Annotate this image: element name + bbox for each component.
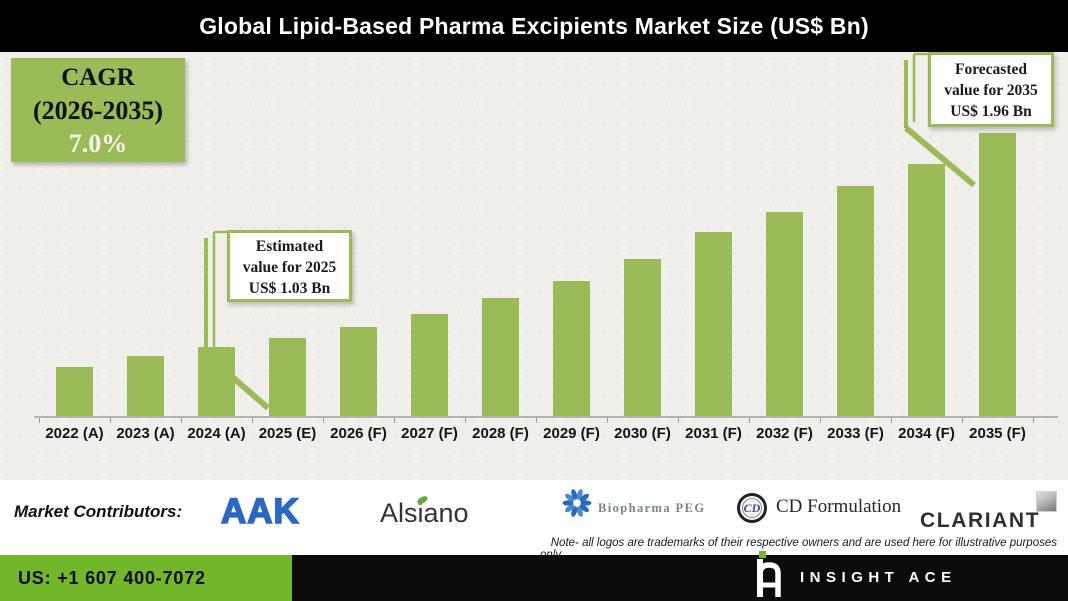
cagr-value: 7.0%: [68, 129, 128, 158]
bar-2027 (F): [411, 314, 448, 416]
bar-2032 (F): [766, 212, 803, 416]
bar-2028 (F): [482, 298, 519, 416]
x-axis-tick: [820, 418, 821, 423]
x-axis-tick: [252, 418, 253, 423]
x-axis-line: [34, 416, 1058, 418]
cagr-label: CAGR: [61, 64, 135, 91]
x-axis-tick: [323, 418, 324, 423]
x-axis-label-2023 (A): 2023 (A): [116, 425, 175, 442]
bar-2029 (F): [553, 281, 590, 416]
bar-2034 (F): [908, 164, 945, 416]
cagr-badge: CAGR (2026-2035) 7.0%: [11, 58, 185, 162]
x-axis-label-2026 (F): 2026 (F): [330, 425, 387, 442]
x-axis-tick: [39, 418, 40, 423]
x-axis-tick: [394, 418, 395, 423]
x-axis-label-2025 (E): 2025 (E): [258, 425, 317, 442]
x-axis-label-2027 (F): 2027 (F): [401, 425, 458, 442]
x-axis-label-2029 (F): 2029 (F): [543, 425, 600, 442]
x-axis-tick: [181, 418, 182, 423]
estimated-value-callout: Estimated value for 2025 US$ 1.03 Bn: [227, 230, 352, 302]
x-axis-tick: [1033, 418, 1034, 423]
cd-formulation-emblem-icon: CD: [737, 493, 767, 523]
bar-2033 (F): [837, 186, 874, 416]
forecasted-callout-leader-line: [904, 52, 976, 188]
market-contributors-band: Market Contributors: AAK Alsiano: [0, 480, 1068, 561]
cd-formulation-logo: CD Formulation: [776, 496, 902, 517]
forecasted-callout-line2: value for 2035: [944, 82, 1038, 99]
x-axis-tick: [110, 418, 111, 423]
x-axis-label-2022 (A): 2022 (A): [45, 425, 104, 442]
x-axis-label-2034 (F): 2034 (F): [898, 425, 955, 442]
x-axis-label-2035 (F): 2035 (F): [969, 425, 1026, 442]
x-axis-tick: [962, 418, 963, 423]
bar-2022 (A): [56, 367, 93, 416]
x-axis-label-2028 (F): 2028 (F): [472, 425, 529, 442]
x-axis-tick: [678, 418, 679, 423]
x-axis-tick: [536, 418, 537, 423]
page-title: Global Lipid-Based Pharma Excipients Mar…: [199, 13, 869, 39]
aak-logo: AAK: [220, 491, 300, 532]
estimated-callout-line1: Estimated: [255, 238, 324, 255]
alsiano-logo: Alsiano: [380, 498, 469, 528]
footer-phone-panel: US: +1 607 400-7072: [0, 555, 292, 601]
x-axis-label-2033 (F): 2033 (F): [827, 425, 884, 442]
forecasted-value-callout: Forecasted value for 2035 US$ 1.96 Bn: [928, 52, 1054, 127]
x-axis-tick: [607, 418, 608, 423]
bar-2030 (F): [624, 259, 661, 416]
bars-layer: [0, 52, 1068, 416]
forecasted-callout-line3: US$ 1.96 Bn: [950, 103, 1032, 120]
forecasted-callout-line1: Forecasted: [954, 61, 1028, 78]
title-bar: Global Lipid-Based Pharma Excipients Mar…: [0, 0, 1068, 52]
brand-name: INSIGHT ACE ANALYTIC: [800, 569, 957, 586]
bar-2026 (F): [340, 327, 377, 416]
x-axis-label-2024 (A): 2024 (A): [187, 425, 246, 442]
insight-ace-a-logo-icon: [757, 559, 781, 597]
estimated-callout-line3: US$ 1.03 Bn: [248, 280, 331, 297]
biopharma-peg-pinwheel-icon: [562, 489, 592, 517]
x-axis-label-2030 (F): 2030 (F): [614, 425, 671, 442]
bar-2024 (A): [198, 347, 235, 416]
x-axis-tick: [465, 418, 466, 423]
estimated-callout-leader-line: [204, 230, 270, 411]
trademark-note: Note- all logos are trademarks of their …: [550, 537, 1057, 549]
clariant-square-icon: [1036, 491, 1057, 512]
x-axis-label-2032 (F): 2032 (F): [756, 425, 813, 442]
estimated-callout-line2: value for 2025: [242, 259, 337, 276]
market-contributors-label: Market Contributors:: [14, 502, 183, 521]
x-axis-tick: [891, 418, 892, 423]
clariant-logo: CLARIANT: [920, 509, 1041, 532]
brand-logo-green-dot-icon: [759, 551, 766, 558]
bar-2023 (A): [127, 356, 164, 416]
x-axis-label-2031 (F): 2031 (F): [685, 425, 742, 442]
phone-number: US: +1 607 400-7072: [18, 568, 206, 588]
cd-emblem-letters: CD: [743, 500, 761, 515]
cagr-period: (2026-2035): [33, 96, 163, 125]
footer-bar: US: +1 607 400-7072: [0, 555, 1068, 601]
bar-2031 (F): [695, 232, 732, 416]
bar-2035 (F): [979, 133, 1016, 416]
bar-chart: CAGR (2026-2035) 7.0% 2022 (A) 2023 (A) 20…: [0, 52, 1068, 480]
x-axis-tick: [749, 418, 750, 423]
biopharma-peg-logo: Biopharma PEG: [598, 501, 706, 515]
bar-2025 (E): [269, 338, 306, 416]
